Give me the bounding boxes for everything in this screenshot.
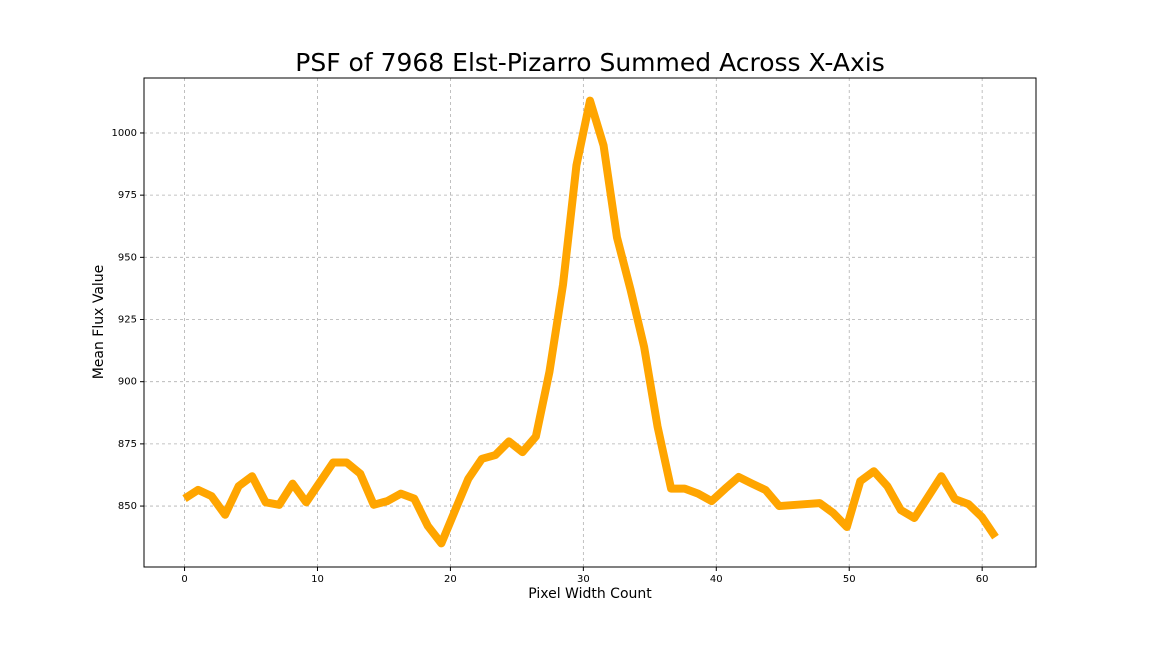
x-axis-label: Pixel Width Count: [528, 586, 652, 602]
y-tick-label: 1000: [112, 128, 137, 139]
x-tick-label: 40: [710, 574, 723, 585]
y-tick-label: 850: [118, 501, 137, 512]
y-tick-label: 950: [118, 252, 137, 263]
x-tick-label: 60: [976, 574, 989, 585]
y-tick-label: 925: [118, 315, 137, 326]
plot-frame: [143, 77, 1037, 568]
x-tick-label: 10: [311, 574, 324, 585]
x-tick-label: 30: [577, 574, 590, 585]
data-line: [182, 96, 999, 548]
y-tick-label: 875: [118, 439, 137, 450]
y-axis-label: Mean Flux Value: [91, 265, 107, 380]
y-tick-label: 975: [118, 190, 137, 201]
x-tick-label: 20: [444, 574, 457, 585]
chart-title: PSF of 7968 Elst-Pizarro Summed Across X…: [295, 48, 884, 77]
x-tick-label: 0: [181, 574, 187, 585]
x-tick-label: 50: [843, 574, 856, 585]
y-tick-label: 900: [118, 377, 137, 388]
